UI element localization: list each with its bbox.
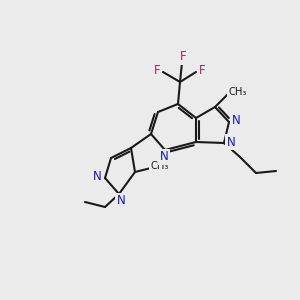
Text: CH₃: CH₃ [151,161,169,171]
Text: F: F [180,50,186,64]
Text: N: N [93,170,101,184]
Text: F: F [199,64,205,77]
Text: F: F [154,64,160,77]
Text: CH₃: CH₃ [229,87,247,97]
Text: N: N [226,136,236,148]
Text: N: N [232,115,240,128]
Text: N: N [117,194,125,208]
Text: N: N [160,151,168,164]
